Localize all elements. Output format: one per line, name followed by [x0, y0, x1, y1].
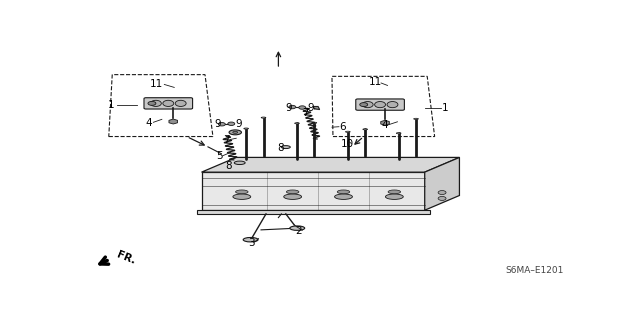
Ellipse shape — [236, 190, 248, 194]
Text: 4: 4 — [145, 118, 152, 128]
Ellipse shape — [396, 133, 401, 134]
Circle shape — [148, 101, 156, 105]
Text: 2: 2 — [295, 226, 301, 236]
Text: 7: 7 — [302, 108, 309, 118]
Ellipse shape — [282, 145, 291, 149]
Ellipse shape — [150, 100, 161, 107]
Ellipse shape — [243, 237, 258, 242]
Circle shape — [438, 190, 446, 195]
Text: 1: 1 — [442, 103, 449, 113]
Ellipse shape — [413, 118, 419, 119]
Text: 8: 8 — [225, 161, 232, 171]
Ellipse shape — [363, 129, 367, 130]
Ellipse shape — [261, 117, 266, 118]
Text: 4: 4 — [381, 121, 388, 130]
Ellipse shape — [346, 131, 350, 132]
Text: 9: 9 — [307, 103, 314, 113]
Polygon shape — [202, 172, 425, 210]
Ellipse shape — [388, 190, 401, 194]
Ellipse shape — [229, 130, 241, 135]
Text: 11: 11 — [369, 78, 381, 87]
Ellipse shape — [385, 194, 403, 199]
Text: S6MA–E1201: S6MA–E1201 — [505, 266, 564, 275]
Circle shape — [299, 106, 306, 109]
Text: 5: 5 — [216, 151, 223, 161]
Ellipse shape — [335, 194, 353, 199]
Ellipse shape — [290, 226, 305, 230]
Ellipse shape — [163, 100, 173, 107]
Polygon shape — [425, 157, 460, 210]
Text: 10: 10 — [341, 139, 355, 149]
Ellipse shape — [374, 101, 385, 108]
Ellipse shape — [287, 190, 299, 194]
Polygon shape — [313, 107, 319, 109]
Ellipse shape — [312, 122, 317, 123]
Text: 9: 9 — [285, 103, 292, 113]
Text: 9: 9 — [236, 119, 242, 129]
Ellipse shape — [362, 101, 373, 108]
Text: 3: 3 — [248, 238, 255, 249]
Ellipse shape — [234, 161, 245, 165]
Ellipse shape — [175, 100, 186, 107]
Circle shape — [228, 122, 235, 125]
Polygon shape — [202, 157, 460, 172]
Text: 7: 7 — [223, 135, 230, 145]
Text: 1: 1 — [108, 100, 114, 110]
Circle shape — [438, 197, 446, 200]
Text: FR.: FR. — [116, 249, 138, 266]
Text: 11: 11 — [150, 79, 163, 89]
Text: 6: 6 — [340, 122, 346, 132]
FancyBboxPatch shape — [356, 99, 404, 110]
FancyBboxPatch shape — [144, 98, 193, 109]
Ellipse shape — [233, 131, 237, 133]
Ellipse shape — [387, 101, 398, 108]
Circle shape — [218, 122, 225, 126]
Ellipse shape — [284, 194, 301, 199]
Circle shape — [360, 103, 368, 107]
Text: 9: 9 — [214, 119, 221, 129]
Text: 8: 8 — [278, 143, 284, 152]
Circle shape — [289, 105, 296, 109]
Polygon shape — [196, 210, 429, 214]
Ellipse shape — [233, 194, 251, 199]
Ellipse shape — [244, 128, 248, 129]
Ellipse shape — [294, 123, 300, 124]
Ellipse shape — [337, 190, 349, 194]
